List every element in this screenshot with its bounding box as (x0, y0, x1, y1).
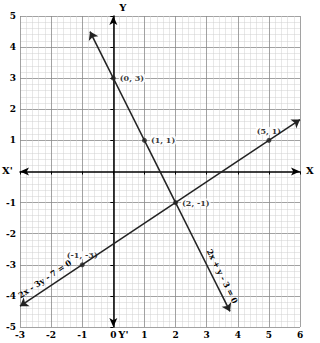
svg-text:Y: Y (118, 2, 127, 13)
svg-text:-3: -3 (15, 330, 25, 340)
svg-text:1: 1 (141, 330, 147, 340)
svg-text:5: 5 (266, 330, 272, 340)
svg-text:1: 1 (10, 135, 16, 145)
svg-text:-1: -1 (6, 198, 16, 208)
svg-text:2: 2 (10, 104, 16, 114)
svg-text:Y': Y' (117, 329, 128, 340)
svg-text:(5, 1): (5, 1) (256, 125, 281, 136)
svg-text:(-1, -3): (-1, -3) (67, 250, 98, 260)
svg-text:(0, 3): (0, 3) (120, 73, 144, 83)
svg-text:(2, -1): (2, -1) (182, 198, 210, 208)
svg-text:2x - 3y - 7 = 0: 2x - 3y - 7 = 0 (16, 257, 73, 300)
svg-text:3: 3 (204, 330, 210, 340)
svg-text:-3: -3 (6, 260, 16, 270)
svg-text:6: 6 (297, 330, 303, 340)
svg-text:-2: -2 (46, 330, 56, 340)
svg-text:-2: -2 (6, 229, 16, 239)
svg-text:3: 3 (10, 73, 16, 83)
svg-text:-4: -4 (6, 291, 16, 301)
svg-text:X: X (306, 165, 314, 176)
svg-text:2: 2 (172, 330, 178, 340)
svg-text:-5: -5 (6, 322, 16, 332)
svg-text:5: 5 (10, 11, 16, 21)
svg-text:4: 4 (10, 42, 16, 52)
svg-text:4: 4 (235, 330, 241, 340)
svg-text:(1, 1): (1, 1) (151, 135, 175, 145)
svg-text:-1: -1 (77, 330, 87, 340)
svg-text:2x + y - 3 = 0: 2x + y - 3 = 0 (205, 248, 241, 306)
svg-text:0: 0 (110, 330, 116, 340)
svg-text:X': X' (2, 165, 13, 176)
